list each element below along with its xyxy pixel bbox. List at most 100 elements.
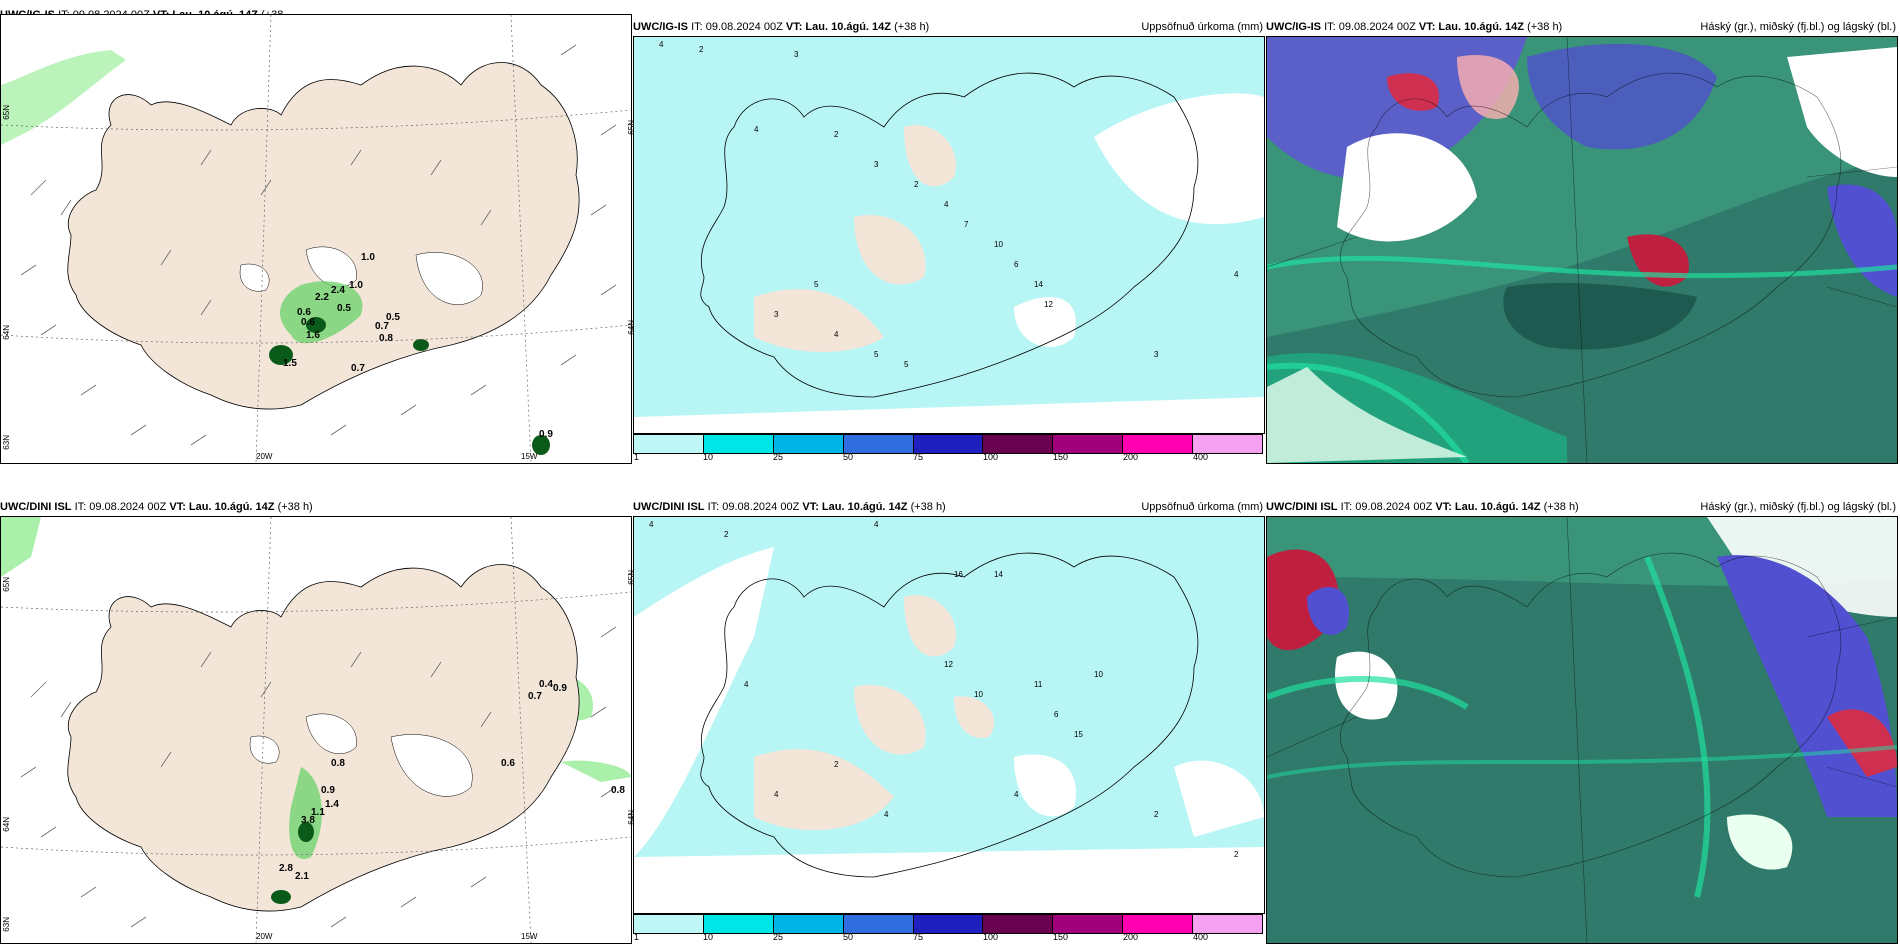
- value-label: 1.5: [283, 358, 297, 369]
- value-label: 0.7: [351, 363, 365, 374]
- colorbar-seg: [773, 435, 844, 453]
- svg-text:14: 14: [1034, 280, 1043, 289]
- svg-text:6: 6: [1014, 260, 1019, 269]
- precip-colorbar: [633, 914, 1263, 934]
- panel-header: UWC/IG-IS IT: 09.08.2024 00Z VT: Lau. 10…: [1266, 18, 1898, 36]
- lat-label: 65N: [627, 120, 636, 135]
- map-precip[interactable]: 4 2 4 16 14 12 10 11 6 15 10 2 4 4 4 2 2 4: [633, 516, 1265, 914]
- svg-text:4: 4: [659, 40, 664, 49]
- svg-text:4: 4: [874, 520, 879, 529]
- lead-label: (+38 h): [910, 501, 946, 513]
- svg-text:3: 3: [774, 310, 779, 319]
- colorbar-labels: 1 10 25 50 75 100 150 200 400: [633, 932, 1263, 942]
- value-label: 0.8: [379, 333, 393, 344]
- precip-colorbar: [633, 434, 1263, 454]
- svg-text:2: 2: [1234, 850, 1239, 859]
- colorbar-label: 150: [1053, 452, 1069, 462]
- value-label: 0.7: [528, 691, 542, 702]
- svg-text:5: 5: [814, 280, 819, 289]
- value-label: 1.1: [311, 807, 325, 818]
- svg-text:3: 3: [1154, 350, 1159, 359]
- panel-header: UWC/IG-IS IT: 09.08.2024 00Z VT: Lau. 10…: [633, 18, 1265, 36]
- svg-text:2: 2: [1154, 810, 1159, 819]
- svg-text:5: 5: [874, 350, 879, 359]
- svg-text:2: 2: [834, 130, 839, 139]
- value-label: 0.9: [553, 683, 567, 694]
- value-label: 0.8: [611, 785, 625, 796]
- map-clouds[interactable]: [1266, 36, 1898, 464]
- lat-label: 65N: [2, 577, 11, 592]
- svg-text:12: 12: [1044, 300, 1053, 309]
- svg-text:2: 2: [914, 180, 919, 189]
- colorbar-label: 200: [1123, 932, 1139, 942]
- svg-text:4: 4: [774, 790, 779, 799]
- map-wind[interactable]: 0.8 0.9 1.4 1.1 3.8 2.8 2.1 0.6 0.7 0.4 …: [0, 516, 632, 944]
- svg-text:5: 5: [904, 360, 909, 369]
- colorbar-label: 1: [634, 452, 640, 462]
- colorbar-label: 100: [983, 932, 999, 942]
- map-precip[interactable]: 4 2 3 4 2 3 2 4 7 10 6 14 12 5 3 4 5 5 3 4: [633, 36, 1265, 434]
- svg-text:12: 12: [944, 660, 953, 669]
- colorbar-label: 400: [1193, 932, 1209, 942]
- model-label: UWC/DINI ISL: [0, 501, 72, 513]
- svg-text:6: 6: [1054, 710, 1059, 719]
- value-label: 1.4: [325, 799, 339, 810]
- svg-text:2: 2: [699, 45, 704, 54]
- colorbar-seg: [1193, 915, 1263, 933]
- map-wind[interactable]: 1.0 2.2 2.4 1.0 0.5 0.6 0.5 0.7 0.8 1.6 …: [0, 14, 632, 464]
- colorbar-seg: [1123, 435, 1194, 453]
- lat-label: 64N: [2, 817, 11, 832]
- svg-text:11: 11: [1034, 680, 1043, 689]
- panel-title: Uppsöfnuð úrkoma (mm): [1141, 21, 1263, 33]
- panel-title: Háský (gr.), miðský (fj.bl.) og lágský (…: [1700, 21, 1896, 33]
- panel-title: Háský (gr.), miðský (fj.bl.) og lágský (…: [1700, 501, 1896, 513]
- colorbar-seg: [1053, 915, 1124, 933]
- lead-label: (+38 h): [1543, 501, 1579, 513]
- panel-title: Uppsöfnuð úrkoma (mm): [1141, 501, 1263, 513]
- value-label: 3.8: [301, 815, 315, 826]
- vt-label: VT: Lau. 10.ágú. 14Z: [169, 501, 275, 513]
- panel-igis-clouds: UWC/IG-IS IT: 09.08.2024 00Z VT: Lau. 10…: [1266, 0, 1898, 470]
- svg-text:2: 2: [834, 760, 839, 769]
- colorbar-seg: [913, 435, 984, 453]
- colorbar-label: 75: [913, 932, 924, 942]
- lat-label: 64N: [627, 320, 636, 335]
- svg-text:4: 4: [1234, 270, 1239, 279]
- lon-label: 20W: [256, 932, 273, 941]
- model-label: UWC/DINI ISL: [633, 501, 705, 513]
- colorbar-seg: [1053, 435, 1124, 453]
- lon-label: 15W: [521, 932, 538, 941]
- colorbar-label: 10: [703, 452, 714, 462]
- value-label: 2.1: [295, 871, 309, 882]
- lead-label: (+38 h): [894, 21, 930, 33]
- value-label: 0.6: [501, 758, 515, 769]
- map-clouds[interactable]: [1266, 516, 1898, 944]
- svg-text:3: 3: [794, 50, 799, 59]
- model-label: UWC/DINI ISL: [1266, 501, 1338, 513]
- colorbar-label: 50: [843, 932, 854, 942]
- colorbar-seg: [843, 915, 914, 933]
- value-label: 2.8: [279, 863, 293, 874]
- colorbar-seg: [1193, 435, 1263, 453]
- value-label: 2.4: [331, 285, 345, 296]
- colorbar-label: 400: [1193, 452, 1209, 462]
- colorbar-label: 200: [1123, 452, 1139, 462]
- value-label: 1.0: [361, 252, 375, 263]
- it-label: IT: 09.08.2024 00Z: [74, 501, 167, 513]
- panel-header: UWC/DINI ISL IT: 09.08.2024 00Z VT: Lau.…: [1266, 498, 1898, 516]
- lead-label: (+38 h): [1527, 21, 1563, 33]
- colorbar-seg: [983, 435, 1054, 453]
- colorbar-label: 75: [913, 452, 924, 462]
- lon-label: 20W: [256, 452, 273, 461]
- svg-text:4: 4: [944, 200, 949, 209]
- lat-label: 65N: [627, 570, 636, 585]
- value-label: 0.9: [539, 429, 553, 440]
- lat-label: 63N: [2, 435, 11, 450]
- colorbar-seg: [1123, 915, 1194, 933]
- svg-text:7: 7: [964, 220, 969, 229]
- colorbar-seg: [773, 915, 844, 933]
- svg-text:4: 4: [834, 330, 839, 339]
- colorbar-label: 25: [773, 932, 784, 942]
- colorbar-label: 150: [1053, 932, 1069, 942]
- it-label: IT: 09.08.2024 00Z: [1324, 21, 1416, 33]
